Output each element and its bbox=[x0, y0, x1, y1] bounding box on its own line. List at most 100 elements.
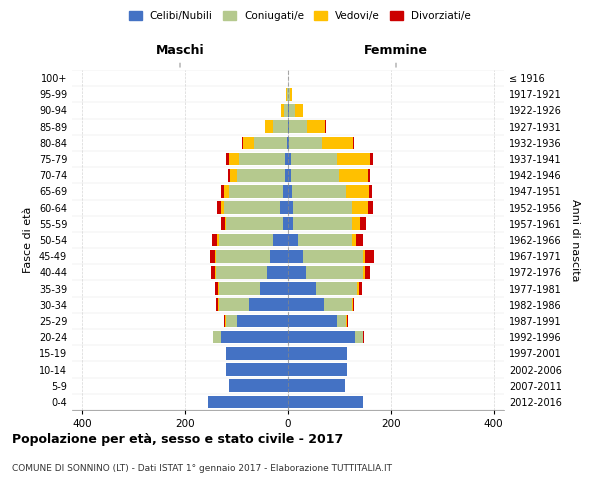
Bar bbox=[289, 104, 295, 117]
Bar bbox=[288, 250, 304, 262]
Bar bbox=[288, 314, 337, 328]
Bar bbox=[289, 136, 322, 149]
Bar bbox=[210, 250, 215, 262]
Bar bbox=[221, 218, 225, 230]
Y-axis label: Anni di nascita: Anni di nascita bbox=[570, 198, 580, 281]
Bar bbox=[217, 234, 218, 246]
Bar bbox=[340, 169, 368, 181]
Bar bbox=[243, 136, 254, 149]
Bar bbox=[228, 169, 230, 181]
Bar bbox=[216, 250, 270, 262]
Bar bbox=[355, 331, 362, 344]
Bar bbox=[288, 104, 289, 117]
Bar bbox=[230, 169, 236, 181]
Bar bbox=[352, 202, 368, 214]
Bar bbox=[347, 314, 348, 328]
Bar bbox=[360, 218, 366, 230]
Bar bbox=[316, 282, 358, 295]
Bar bbox=[288, 331, 355, 344]
Bar bbox=[288, 202, 293, 214]
Bar bbox=[226, 347, 288, 360]
Bar bbox=[288, 380, 344, 392]
Bar bbox=[353, 298, 355, 311]
Bar bbox=[290, 152, 337, 166]
Bar bbox=[224, 202, 280, 214]
Bar bbox=[226, 363, 288, 376]
Bar bbox=[288, 282, 316, 295]
Bar bbox=[352, 218, 360, 230]
Y-axis label: Fasce di età: Fasce di età bbox=[23, 207, 33, 273]
Bar bbox=[254, 136, 287, 149]
Bar bbox=[270, 250, 288, 262]
Bar bbox=[260, 282, 288, 295]
Bar bbox=[216, 266, 268, 278]
Bar bbox=[352, 298, 353, 311]
Bar bbox=[337, 152, 370, 166]
Bar bbox=[362, 266, 365, 278]
Bar bbox=[322, 136, 353, 149]
Bar bbox=[288, 152, 290, 166]
Bar bbox=[288, 363, 347, 376]
Bar bbox=[306, 266, 362, 278]
Bar bbox=[288, 88, 290, 101]
Bar bbox=[337, 314, 346, 328]
Text: Maschi: Maschi bbox=[155, 44, 205, 57]
Bar bbox=[236, 169, 286, 181]
Bar bbox=[215, 282, 218, 295]
Bar bbox=[224, 314, 225, 328]
Bar bbox=[236, 314, 288, 328]
Bar bbox=[283, 185, 288, 198]
Text: COMUNE DI SONNINO (LT) - Dati ISTAT 1° gennaio 2017 - Elaborazione TUTTITALIA.IT: COMUNE DI SONNINO (LT) - Dati ISTAT 1° g… bbox=[12, 464, 392, 473]
Bar bbox=[356, 234, 362, 246]
Bar bbox=[325, 120, 326, 133]
Text: Femmine: Femmine bbox=[364, 44, 428, 57]
Bar bbox=[298, 234, 352, 246]
Bar bbox=[304, 250, 362, 262]
Bar bbox=[212, 234, 217, 246]
Bar bbox=[226, 218, 283, 230]
Bar bbox=[221, 202, 224, 214]
Bar bbox=[288, 120, 289, 133]
Bar bbox=[324, 298, 352, 311]
Bar bbox=[280, 202, 288, 214]
Bar bbox=[288, 234, 298, 246]
Bar bbox=[265, 120, 272, 133]
Bar bbox=[293, 218, 352, 230]
Bar bbox=[239, 152, 286, 166]
Bar bbox=[370, 152, 373, 166]
Bar bbox=[286, 88, 287, 101]
Bar bbox=[290, 88, 292, 101]
Bar bbox=[242, 136, 243, 149]
Bar bbox=[218, 234, 272, 246]
Bar bbox=[226, 152, 229, 166]
Bar bbox=[307, 120, 325, 133]
Legend: Celibi/Nubili, Coniugati/e, Vedovi/e, Divorziati/e: Celibi/Nubili, Coniugati/e, Vedovi/e, Di… bbox=[126, 8, 474, 24]
Bar bbox=[288, 218, 293, 230]
Bar bbox=[352, 234, 356, 246]
Bar bbox=[353, 136, 355, 149]
Bar bbox=[229, 152, 239, 166]
Bar bbox=[288, 185, 292, 198]
Bar bbox=[218, 298, 250, 311]
Bar bbox=[287, 136, 288, 149]
Bar bbox=[225, 218, 226, 230]
Bar bbox=[289, 120, 307, 133]
Bar bbox=[229, 380, 288, 392]
Bar bbox=[221, 185, 224, 198]
Bar bbox=[284, 104, 288, 117]
Bar bbox=[359, 282, 362, 295]
Bar bbox=[288, 169, 290, 181]
Bar bbox=[268, 266, 288, 278]
Bar bbox=[295, 104, 303, 117]
Bar bbox=[224, 185, 229, 198]
Bar bbox=[214, 331, 221, 344]
Bar bbox=[362, 250, 365, 262]
Bar bbox=[288, 347, 347, 360]
Bar bbox=[368, 202, 373, 214]
Bar bbox=[288, 266, 306, 278]
Bar bbox=[292, 185, 346, 198]
Bar bbox=[288, 396, 362, 408]
Bar bbox=[358, 282, 359, 295]
Bar bbox=[365, 250, 374, 262]
Bar bbox=[226, 314, 236, 328]
